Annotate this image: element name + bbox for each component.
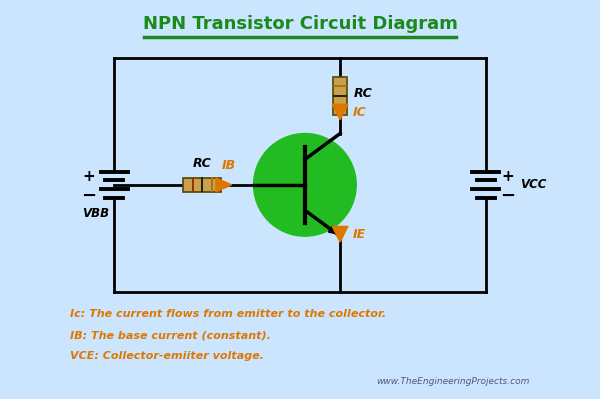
Text: Ic: The current flows from emitter to the collector.: Ic: The current flows from emitter to th… <box>70 310 386 320</box>
Polygon shape <box>332 104 348 120</box>
Text: IE: IE <box>352 228 365 241</box>
Text: RC: RC <box>193 157 212 170</box>
Text: +: + <box>82 168 95 184</box>
Text: RC: RC <box>354 87 373 100</box>
Text: IB: The base current (constant).: IB: The base current (constant). <box>70 330 271 340</box>
Text: VCE: Collector-emiiter voltage.: VCE: Collector-emiiter voltage. <box>70 351 264 361</box>
Text: NPN Transistor Circuit Diagram: NPN Transistor Circuit Diagram <box>143 14 457 33</box>
FancyBboxPatch shape <box>183 178 221 192</box>
Text: −: − <box>81 187 97 205</box>
Text: −: − <box>500 187 515 205</box>
Text: +: + <box>502 168 514 184</box>
Circle shape <box>254 134 356 236</box>
Text: IB: IB <box>222 159 236 172</box>
Text: VCC: VCC <box>520 178 547 192</box>
Text: VBB: VBB <box>82 207 109 220</box>
Polygon shape <box>332 226 348 242</box>
Text: IC: IC <box>352 105 366 119</box>
Polygon shape <box>216 178 232 192</box>
FancyBboxPatch shape <box>333 77 347 115</box>
Text: www.TheEngineeringProjects.com: www.TheEngineeringProjects.com <box>376 377 530 386</box>
